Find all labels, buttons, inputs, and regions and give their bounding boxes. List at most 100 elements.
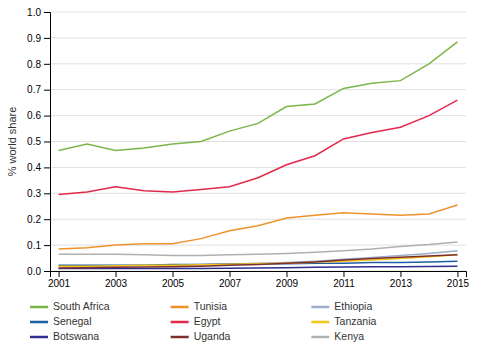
- legend-label: Botswana: [53, 330, 99, 342]
- legend-swatch: [30, 306, 48, 309]
- legend-item: Ethiopia: [311, 300, 372, 312]
- legend-item: South Africa: [30, 300, 110, 312]
- tick-mark: [44, 219, 50, 220]
- tick: 0.4: [27, 162, 50, 173]
- tick: 0.3: [27, 188, 50, 199]
- grid-line: [50, 63, 466, 64]
- tick: 0.6: [27, 110, 50, 121]
- tick: 0.2: [27, 214, 50, 225]
- tick: 0.9: [27, 33, 50, 44]
- series-line: [59, 42, 458, 151]
- legend-swatch: [30, 321, 48, 324]
- legend-swatch: [171, 321, 189, 324]
- tick-label: 0.4: [27, 162, 41, 173]
- legend-item: Uganda: [171, 330, 231, 342]
- plot: 0.00.10.20.30.40.50.60.70.80.91.02001200…: [27, 7, 469, 289]
- legend-item: Tunisia: [171, 300, 228, 312]
- tick-mark: [44, 38, 50, 39]
- y-axis: 0.0 0.1 0.2 0.3 0.4 0.5 0.6 0.7 0.8 0.9 1.0: [27, 7, 50, 277]
- legend-swatch: [311, 321, 329, 324]
- x-axis: 2001 2003 2005 2007 2009 2011 2013 2015: [48, 271, 470, 289]
- series-line: [59, 205, 458, 249]
- tick: 2007: [219, 271, 242, 289]
- tick-label: 2001: [48, 278, 71, 289]
- legend-swatch: [171, 306, 189, 309]
- tick: 2001: [48, 271, 71, 289]
- tick-mark: [44, 142, 50, 143]
- tick: 2015: [447, 271, 470, 289]
- grid-line: [50, 141, 466, 142]
- axis-line: [51, 272, 467, 278]
- chart: 0.00.10.20.30.40.50.60.70.80.91.02001200…: [0, 0, 482, 355]
- tick: 2011: [333, 271, 355, 289]
- tick-mark: [44, 116, 50, 117]
- tick-label: 0.5: [27, 136, 41, 147]
- tick-mark: [457, 271, 458, 277]
- grid-line: [50, 37, 466, 38]
- lines: [59, 42, 458, 269]
- legend-label: Tunisia: [194, 300, 228, 312]
- axis-line: [44, 13, 51, 272]
- tick-label: 2009: [276, 278, 299, 289]
- tick-mark: [44, 90, 50, 91]
- tick-mark: [44, 12, 50, 13]
- tick-label: 0.3: [27, 188, 41, 199]
- legend-label: South Africa: [53, 300, 110, 312]
- grid-line: [50, 219, 466, 220]
- legend-item: Botswana: [30, 330, 99, 342]
- legend-label: Tanzania: [334, 315, 376, 327]
- series-line: [59, 242, 458, 255]
- legend-swatch: [311, 336, 329, 339]
- tick-mark: [286, 271, 287, 277]
- legend-label: Ethiopia: [334, 300, 372, 312]
- tick: 0.5: [27, 136, 50, 147]
- tick-mark: [343, 271, 344, 277]
- tick-label: 2015: [447, 278, 470, 289]
- tick-mark: [116, 271, 117, 277]
- tick: 2009: [276, 271, 299, 289]
- tick: 2005: [162, 271, 185, 289]
- tick: 0.7: [27, 84, 50, 95]
- tick: 2013: [390, 271, 413, 289]
- tick-label: 0.0: [27, 266, 41, 277]
- tick-label: 2003: [105, 278, 128, 289]
- tick-mark: [44, 193, 50, 194]
- legend-item: Egypt: [171, 315, 221, 327]
- tick-label: 0.9: [27, 33, 41, 44]
- tick-label: 0.2: [27, 214, 41, 225]
- tick-label: 0.8: [27, 59, 41, 70]
- grid: [50, 12, 466, 271]
- grid-line: [50, 193, 466, 194]
- tick-label: 0.6: [27, 110, 41, 121]
- tick-mark: [400, 271, 401, 277]
- tick: 2003: [105, 271, 128, 289]
- legend-label: Uganda: [194, 330, 231, 342]
- tick-mark: [59, 271, 60, 277]
- tick-label: 1.0: [27, 7, 41, 18]
- tick-label: 2007: [219, 278, 242, 289]
- tick-mark: [44, 167, 50, 168]
- tick-mark: [173, 271, 174, 277]
- legend-item: Senegal: [30, 315, 92, 327]
- legend-label: Egypt: [194, 315, 221, 327]
- grid-line: [50, 89, 466, 90]
- legend-swatch: [171, 336, 189, 339]
- tick-mark: [230, 271, 231, 277]
- tick-label: 0.1: [27, 240, 41, 251]
- y-axis-title: % world share: [6, 107, 18, 177]
- legend-item: Tanzania: [311, 315, 376, 327]
- series-line: [59, 100, 458, 195]
- grid-line: [50, 167, 466, 168]
- grid-line: [50, 12, 466, 13]
- tick-label: 2011: [333, 278, 355, 289]
- tick-mark: [44, 64, 50, 65]
- tick-label: 2005: [162, 278, 185, 289]
- grid-line: [50, 115, 466, 116]
- legend-label: Senegal: [53, 315, 92, 327]
- tick: 0.1: [27, 240, 50, 251]
- series-line: [59, 255, 458, 268]
- tick: 0.8: [27, 59, 50, 70]
- legend-swatch: [30, 336, 48, 339]
- tick-label: 2013: [390, 278, 413, 289]
- legend-swatch: [311, 306, 329, 309]
